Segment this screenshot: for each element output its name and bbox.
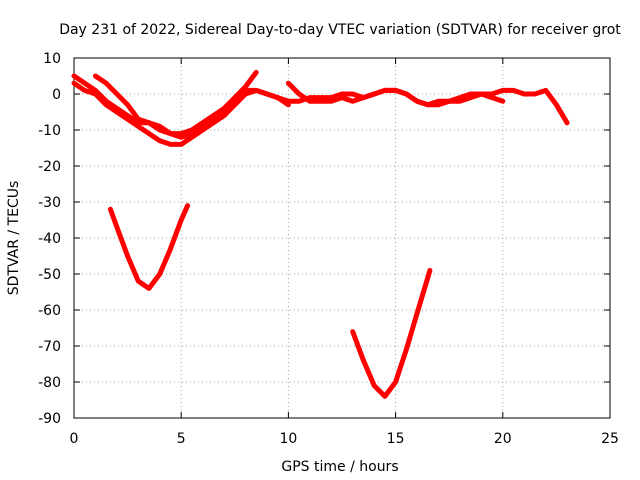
y-tick-label: -80 xyxy=(38,375,61,391)
series-line-dip-2 xyxy=(350,267,433,399)
x-tick-label: 10 xyxy=(279,431,297,447)
axis-ticks: 0 5 10 15 20 25 -90 -80 -70 -60 -50 -40 -30 -20 -10 0 10 xyxy=(38,51,619,447)
x-tick-label: 15 xyxy=(387,431,405,447)
y-tick-label: -40 xyxy=(38,231,61,247)
series-line-dip-1 xyxy=(107,203,191,291)
y-tick-label: 10 xyxy=(43,51,61,67)
y-tick-label: -50 xyxy=(38,267,61,283)
x-axis-label: GPS time / hours xyxy=(281,459,398,475)
y-tick-label: -70 xyxy=(38,339,61,355)
x-tick-label: 25 xyxy=(601,431,619,447)
grid xyxy=(74,58,610,418)
chart-title: Day 231 of 2022, Sidereal Day-to-day VTE… xyxy=(59,22,621,38)
y-tick-label: -90 xyxy=(38,411,61,427)
x-tick-label: 5 xyxy=(177,431,186,447)
y-axis-label: SDTVAR / TECUs xyxy=(6,181,22,296)
y-tick-label: -30 xyxy=(38,195,61,211)
y-tick-label: -60 xyxy=(38,303,61,319)
y-tick-label: 0 xyxy=(52,87,61,103)
y-tick-label: -20 xyxy=(38,159,61,175)
series xyxy=(71,69,570,399)
series-line-trace-c xyxy=(92,69,259,137)
series-line-trace-a xyxy=(71,73,570,140)
y-tick-label: -10 xyxy=(38,123,61,139)
series-line-trace-b xyxy=(71,80,291,147)
series-line-trace-d xyxy=(285,80,506,108)
x-tick-label: 20 xyxy=(494,431,512,447)
x-tick-label: 0 xyxy=(70,431,79,447)
